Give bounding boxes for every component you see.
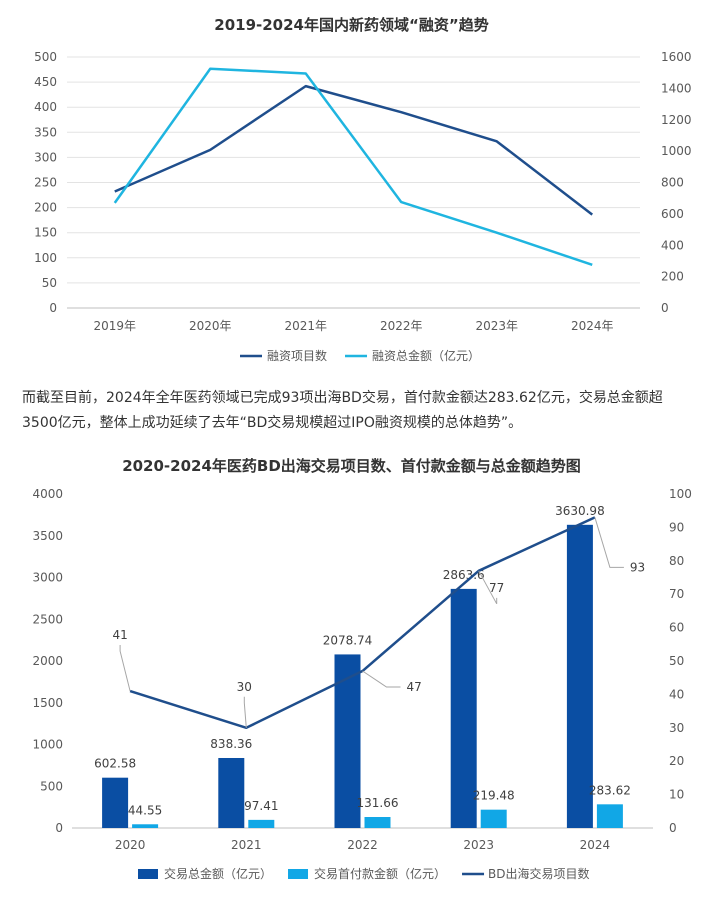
chart1-x-tick: 2024年 bbox=[571, 319, 614, 333]
chart2-bar-upfront-amount bbox=[480, 809, 507, 828]
chart2-bar-total-label: 2078.74 bbox=[323, 633, 373, 647]
chart2-line-label: 77 bbox=[489, 581, 504, 595]
chart2-x-tick: 2021 bbox=[231, 838, 262, 852]
chart2-y-right-tick: 10 bbox=[669, 788, 684, 802]
chart2-y-right-tick: 80 bbox=[669, 554, 684, 568]
chart2-bar-upfront-label: 97.41 bbox=[244, 799, 278, 813]
chart2-y-left-tick: 3500 bbox=[32, 529, 63, 543]
chart2-y-left-tick: 0 bbox=[55, 821, 63, 835]
chart2-y-right-tick: 0 bbox=[669, 821, 677, 835]
chart2-line-label-leader bbox=[362, 670, 401, 688]
chart2-y-right-tick: 40 bbox=[669, 687, 684, 701]
chart2-bar-total-amount bbox=[102, 777, 129, 828]
chart2-line-label: 47 bbox=[407, 680, 422, 694]
chart1-svg: 0 50 100 150 200 250 300 350 400 450 500 0 200 400 600… bbox=[34, 50, 692, 363]
chart1-y-left-tick: 150 bbox=[34, 226, 57, 240]
chart2-bar-upfront-amount bbox=[248, 819, 275, 828]
chart2-line-label-leader bbox=[594, 517, 624, 568]
chart2-bar-total-label: 3630.98 bbox=[555, 504, 605, 518]
chart2-bar-upfront-amount bbox=[364, 817, 391, 828]
chart2-title: 2020-2024年医药BD出海交易项目数、首付款金额与总金额趋势图 bbox=[122, 457, 581, 475]
chart2-x-tick: 2020 bbox=[115, 838, 146, 852]
body-paragraph: 而截至目前，2024年全年医药领域已完成93项出海BD交易，首付款金额达283.… bbox=[22, 390, 663, 431]
chart2-bar-upfront-amount bbox=[132, 824, 159, 828]
chart2-y-right-tick: 30 bbox=[669, 721, 684, 735]
chart1-y-right-tick: 1000 bbox=[661, 144, 692, 158]
chart2-bar-upfront-label: 219.48 bbox=[473, 789, 515, 803]
chart2-project-count-line bbox=[129, 516, 596, 730]
chart2-bar-total-amount bbox=[566, 524, 593, 828]
chart2-x-tick: 2024 bbox=[580, 838, 611, 852]
chart1-series-project-count-line bbox=[114, 84, 594, 216]
chart2-line-label-leader bbox=[243, 696, 247, 728]
chart1-y-left-tick: 350 bbox=[34, 125, 57, 139]
chart1-y-left-tick: 450 bbox=[34, 75, 57, 89]
chart2-y-right-tick: 50 bbox=[669, 654, 684, 668]
chart2-legend-swatch bbox=[288, 869, 309, 879]
chart2-line-label: 41 bbox=[112, 628, 127, 642]
chart2-bar-total-amount bbox=[450, 588, 477, 828]
chart2-bar-upfront-amount bbox=[596, 804, 623, 828]
chart2-legend-swatch bbox=[138, 869, 158, 879]
chart1-y-right-tick: 1400 bbox=[661, 81, 692, 95]
chart1-y-left-tick: 100 bbox=[34, 251, 57, 265]
chart2-y-left-tick: 4000 bbox=[32, 487, 63, 501]
chart2-y-left-tick: 1000 bbox=[32, 738, 63, 752]
chart1-y-left-tick: 500 bbox=[34, 50, 57, 64]
chart1-x-tick: 2022年 bbox=[380, 319, 423, 333]
chart2-bar-total-amount bbox=[218, 757, 245, 828]
chart1-y-right-tick: 1600 bbox=[661, 50, 692, 64]
chart2-y-right-tick: 60 bbox=[669, 621, 684, 635]
chart1-y-right-tick: 600 bbox=[661, 207, 684, 221]
chart1-x-tick: 2020年 bbox=[189, 319, 232, 333]
chart2-line-label: 30 bbox=[237, 680, 252, 694]
chart2-legend-label: 交易首付款金额（亿元） bbox=[314, 866, 446, 881]
chart1-y-right-tick: 400 bbox=[661, 238, 684, 252]
chart2-legend-label: BD出海交易项目数 bbox=[488, 866, 589, 881]
chart2-y-left-tick: 2500 bbox=[32, 612, 63, 626]
chart1-x-tick: 2023年 bbox=[475, 319, 518, 333]
chart2-x-tick: 2023 bbox=[463, 838, 494, 852]
chart1-legend-label: 融资项目数 bbox=[267, 348, 327, 363]
chart2-line-label-leader bbox=[478, 570, 498, 605]
chart1-y-left-tick: 200 bbox=[34, 201, 57, 215]
chart1-title: 2019-2024年国内新药领域“融资”趋势 bbox=[214, 16, 489, 34]
chart1-y-right-tick: 800 bbox=[661, 176, 684, 190]
chart1-y-right-tick: 200 bbox=[661, 270, 684, 284]
chart2-line-label: 93 bbox=[630, 560, 645, 574]
chart2-y-left-tick: 2000 bbox=[32, 654, 63, 668]
chart1-y-left-tick: 300 bbox=[34, 150, 57, 164]
chart1-x-tick: 2019年 bbox=[93, 319, 136, 333]
chart2-y-right-tick: 70 bbox=[669, 587, 684, 601]
chart2-y-right-tick: 100 bbox=[669, 487, 692, 501]
chart1-series-total-amount-line bbox=[113, 67, 593, 267]
chart1-y-left-tick: 250 bbox=[34, 176, 57, 190]
chart2-line-label-leader bbox=[119, 645, 131, 692]
chart2-x-tick: 2022 bbox=[347, 838, 378, 852]
chart1-y-left-tick: 50 bbox=[42, 276, 57, 290]
chart1-x-tick: 2021年 bbox=[284, 319, 327, 333]
chart2-y-right-tick: 20 bbox=[669, 754, 684, 768]
chart2-bar-upfront-label: 283.62 bbox=[589, 783, 631, 797]
chart2-y-right-tick: 90 bbox=[669, 520, 684, 534]
chart2-y-left-tick: 1500 bbox=[32, 696, 63, 710]
chart1-legend-label: 融资总金额（亿元） bbox=[372, 348, 480, 363]
chart2-bar-total-label: 2863.6 bbox=[443, 568, 485, 582]
chart2-y-left-tick: 500 bbox=[40, 779, 63, 793]
chart1-y-left-tick: 0 bbox=[49, 301, 57, 315]
chart2-y-left-tick: 3000 bbox=[32, 571, 63, 585]
chart1-y-left-tick: 400 bbox=[34, 100, 57, 114]
chart1-y-right-tick: 1200 bbox=[661, 113, 692, 127]
chart2-bar-total-label: 838.36 bbox=[210, 737, 252, 751]
chart2-legend-label: 交易总金额（亿元） bbox=[164, 866, 272, 881]
chart1-y-right-tick: 0 bbox=[661, 301, 669, 315]
chart2-bar-upfront-label: 131.66 bbox=[357, 796, 399, 810]
chart2-bar-upfront-label: 44.55 bbox=[128, 803, 162, 817]
chart2-bar-total-label: 602.58 bbox=[94, 757, 136, 771]
